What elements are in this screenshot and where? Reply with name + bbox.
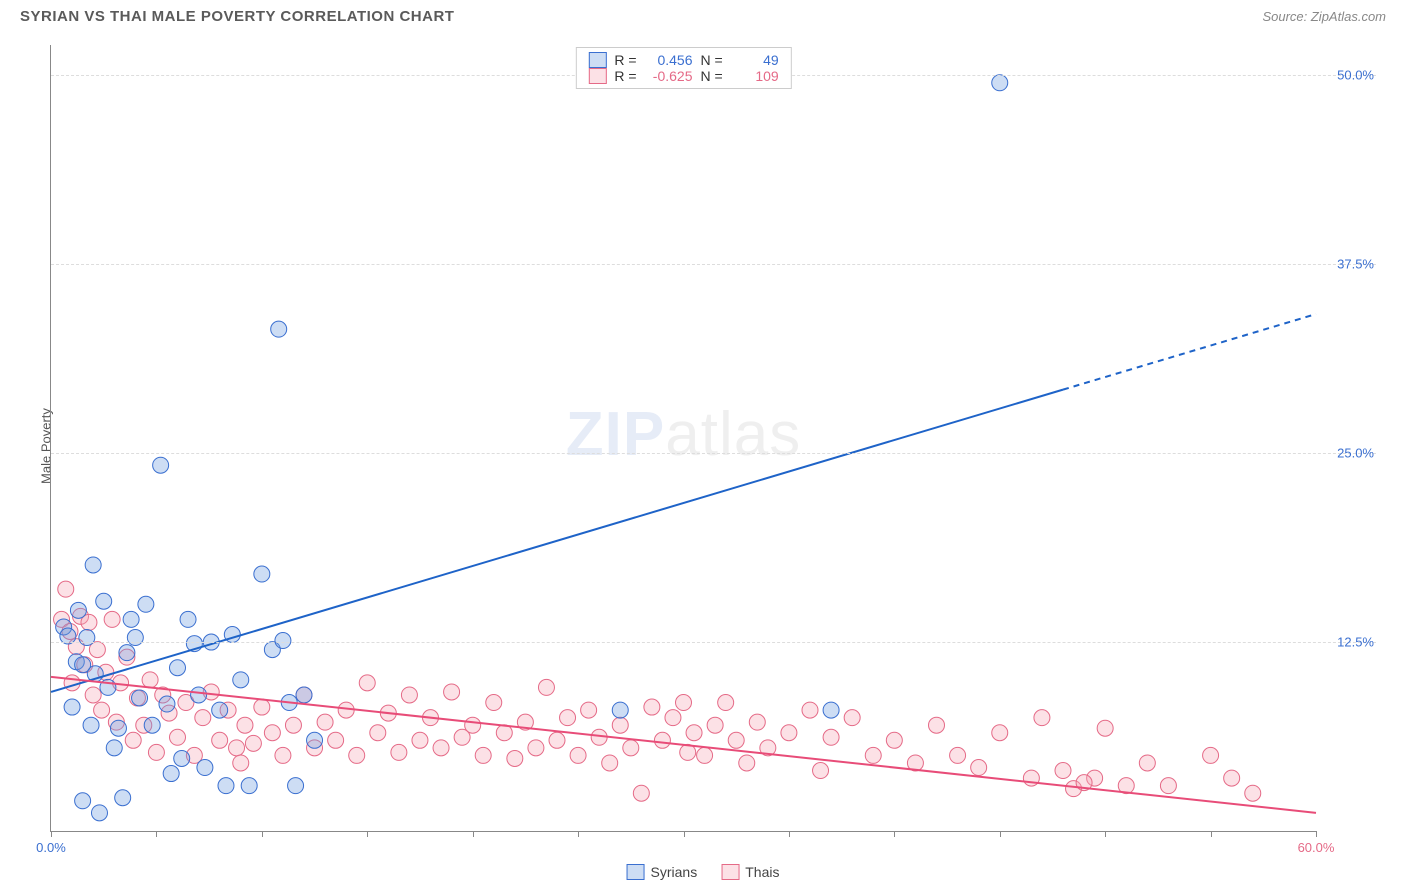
gridline	[51, 642, 1376, 643]
x-tick	[367, 831, 368, 837]
y-tick-label: 37.5%	[1337, 257, 1374, 272]
legend-swatch	[627, 864, 645, 880]
legend-item: Thais	[721, 864, 779, 880]
x-tick-label: 0.0%	[36, 840, 66, 855]
x-tick	[684, 831, 685, 837]
legend-swatch	[588, 52, 606, 68]
x-tick	[51, 831, 52, 837]
x-tick	[578, 831, 579, 837]
series-legend: Syrians Thais	[627, 864, 780, 880]
y-tick-label: 25.0%	[1337, 446, 1374, 461]
x-tick	[1105, 831, 1106, 837]
x-tick	[894, 831, 895, 837]
chart-title: SYRIAN VS THAI MALE POVERTY CORRELATION …	[20, 8, 454, 25]
r-value: 0.456	[645, 52, 693, 68]
plot-area: ZIPatlas R =0.456N =49R =-0.625N =109 12…	[50, 45, 1316, 832]
n-label: N =	[701, 68, 723, 84]
legend-stats-box: R = 0.456 N = 49 R = -0.625 N = 109	[575, 47, 791, 89]
x-tick	[262, 831, 263, 837]
x-tick-label: 60.0%	[1298, 840, 1335, 855]
x-tick	[789, 831, 790, 837]
legend-label: Thais	[745, 864, 779, 880]
legend-stat-row: R = 0.456 N = 49	[588, 52, 778, 68]
y-tick-label: 12.5%	[1337, 635, 1374, 650]
legend-stat-row: R = -0.625 N = 109	[588, 68, 778, 84]
x-tick	[1316, 831, 1317, 837]
legend-label: Syrians	[651, 864, 698, 880]
n-value: 49	[731, 52, 779, 68]
legend-item: Syrians	[627, 864, 698, 880]
gridline	[51, 453, 1376, 454]
x-tick	[1000, 831, 1001, 837]
x-tick	[473, 831, 474, 837]
y-tick-label: 50.0%	[1337, 68, 1374, 83]
n-label: N =	[701, 52, 723, 68]
chart-svg	[51, 45, 1316, 831]
r-value: -0.625	[645, 68, 693, 84]
x-tick	[1211, 831, 1212, 837]
gridline	[51, 264, 1376, 265]
legend-swatch	[721, 864, 739, 880]
source-label: Source: ZipAtlas.com	[1262, 9, 1386, 24]
x-tick	[156, 831, 157, 837]
r-label: R =	[614, 52, 636, 68]
legend-swatch	[588, 68, 606, 84]
n-value: 109	[731, 68, 779, 84]
r-label: R =	[614, 68, 636, 84]
